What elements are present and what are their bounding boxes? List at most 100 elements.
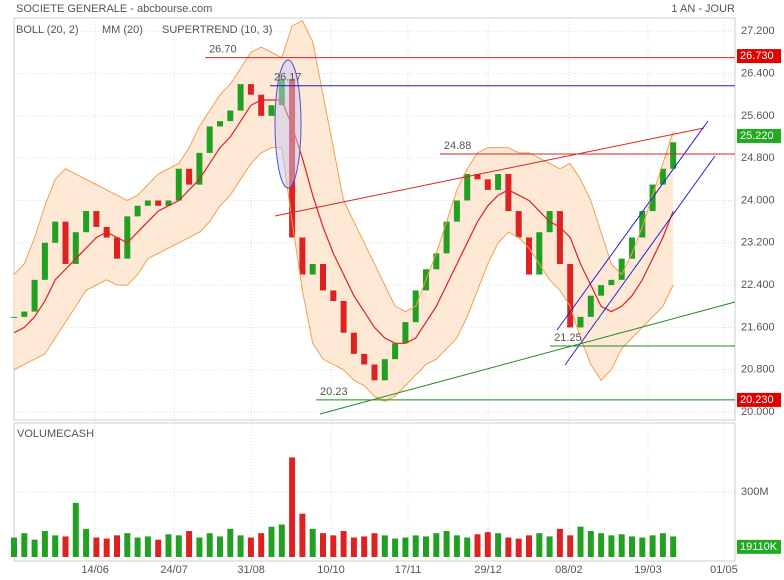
legend-item: BOLL (20, 2) bbox=[16, 24, 79, 36]
volume-bar bbox=[114, 535, 120, 557]
volume-bar bbox=[608, 535, 615, 557]
candle bbox=[361, 353, 368, 365]
candle bbox=[515, 211, 522, 238]
candle bbox=[629, 237, 635, 259]
volume-bar bbox=[515, 538, 522, 557]
volume-bar bbox=[62, 536, 69, 557]
candle bbox=[526, 237, 532, 275]
volume-bar bbox=[299, 513, 306, 557]
candle bbox=[72, 232, 79, 264]
volume-bar bbox=[587, 531, 594, 557]
volume-bar bbox=[103, 538, 110, 557]
price-tag-label: 26.730 bbox=[740, 50, 774, 62]
candle bbox=[505, 174, 512, 212]
candle bbox=[433, 253, 440, 270]
volume-bar bbox=[320, 533, 326, 557]
volume-bar bbox=[227, 528, 234, 557]
y-tick-label: 23.200 bbox=[741, 237, 775, 249]
chart-title: SOCIETE GENERALE - abcbourse.com bbox=[16, 3, 212, 15]
candle bbox=[196, 152, 203, 185]
volume-bar bbox=[11, 537, 17, 557]
volume-bar bbox=[155, 539, 162, 557]
x-tick-label: 17/11 bbox=[395, 564, 422, 576]
candle bbox=[639, 211, 646, 238]
y-tick-label: 20.000 bbox=[741, 406, 775, 418]
volume-bar bbox=[629, 536, 635, 557]
volume-bar bbox=[577, 526, 584, 557]
volume-bar bbox=[278, 524, 285, 557]
volume-bar bbox=[196, 537, 203, 557]
candle bbox=[598, 285, 605, 296]
candle bbox=[227, 110, 234, 122]
volume-bar bbox=[72, 502, 79, 557]
candle bbox=[340, 300, 347, 333]
volume-bar bbox=[423, 536, 429, 557]
candle bbox=[268, 105, 275, 116]
volume-bar bbox=[412, 535, 419, 557]
price-tag bbox=[737, 49, 781, 64]
volume-bar bbox=[258, 533, 265, 557]
volume-bar bbox=[340, 531, 347, 557]
indicator-line bbox=[13, 147, 674, 403]
candle bbox=[217, 121, 223, 127]
y-tick-label: 22.400 bbox=[741, 279, 775, 291]
candle bbox=[114, 237, 120, 259]
volume-bar bbox=[526, 535, 532, 557]
candle bbox=[350, 332, 357, 354]
trendline bbox=[319, 301, 736, 415]
volume-bar bbox=[639, 537, 646, 557]
volume-bar bbox=[361, 536, 368, 557]
candle bbox=[556, 211, 563, 264]
volume-bar bbox=[505, 537, 512, 557]
volume-bar bbox=[93, 537, 100, 557]
candle bbox=[83, 211, 90, 233]
candle bbox=[320, 263, 326, 291]
volume-bar bbox=[309, 528, 316, 557]
candle bbox=[93, 211, 100, 227]
candle bbox=[392, 343, 399, 360]
candle bbox=[21, 311, 28, 317]
candle bbox=[402, 322, 409, 344]
x-tick-label: 01/05 bbox=[710, 564, 738, 576]
price-tag-label: 19110K bbox=[740, 541, 778, 553]
x-tick-label: 29/12 bbox=[474, 564, 502, 576]
volume-bar bbox=[31, 539, 38, 557]
candle bbox=[587, 295, 594, 317]
level-label: 26.17 bbox=[274, 72, 302, 84]
y-tick-label: 25.600 bbox=[741, 110, 775, 122]
candle bbox=[52, 221, 59, 243]
volume-bar bbox=[206, 533, 213, 557]
candle bbox=[11, 316, 17, 318]
y-tick-label: 27.200 bbox=[741, 25, 775, 37]
candle bbox=[567, 263, 574, 328]
candle bbox=[495, 174, 502, 190]
volume-bar bbox=[83, 528, 90, 557]
y-tick-label: 300M bbox=[741, 486, 769, 498]
volume-title: VOLUMECASH bbox=[17, 428, 94, 440]
volume-bar bbox=[217, 536, 223, 557]
volume-bar bbox=[567, 535, 574, 557]
volume-bar bbox=[289, 457, 296, 557]
candle bbox=[237, 84, 244, 111]
level-label: 20.23 bbox=[320, 386, 348, 398]
price-tag bbox=[737, 392, 781, 407]
candle bbox=[330, 290, 337, 301]
volume-bar bbox=[453, 535, 460, 557]
candle bbox=[536, 232, 543, 275]
trendline bbox=[274, 127, 705, 217]
volume-bar bbox=[381, 535, 388, 557]
candle bbox=[474, 174, 481, 180]
candle bbox=[371, 364, 378, 381]
candle bbox=[165, 200, 172, 206]
candle bbox=[618, 258, 625, 280]
volume-bar bbox=[659, 533, 666, 557]
volume-bar bbox=[649, 535, 656, 557]
x-tick-label: 19/03 bbox=[634, 564, 662, 576]
volume-bar bbox=[670, 536, 677, 557]
volume-bar bbox=[433, 533, 440, 557]
candle bbox=[144, 200, 151, 206]
volume-bar bbox=[21, 533, 28, 557]
volume-bar bbox=[247, 537, 254, 557]
candle bbox=[155, 200, 162, 206]
